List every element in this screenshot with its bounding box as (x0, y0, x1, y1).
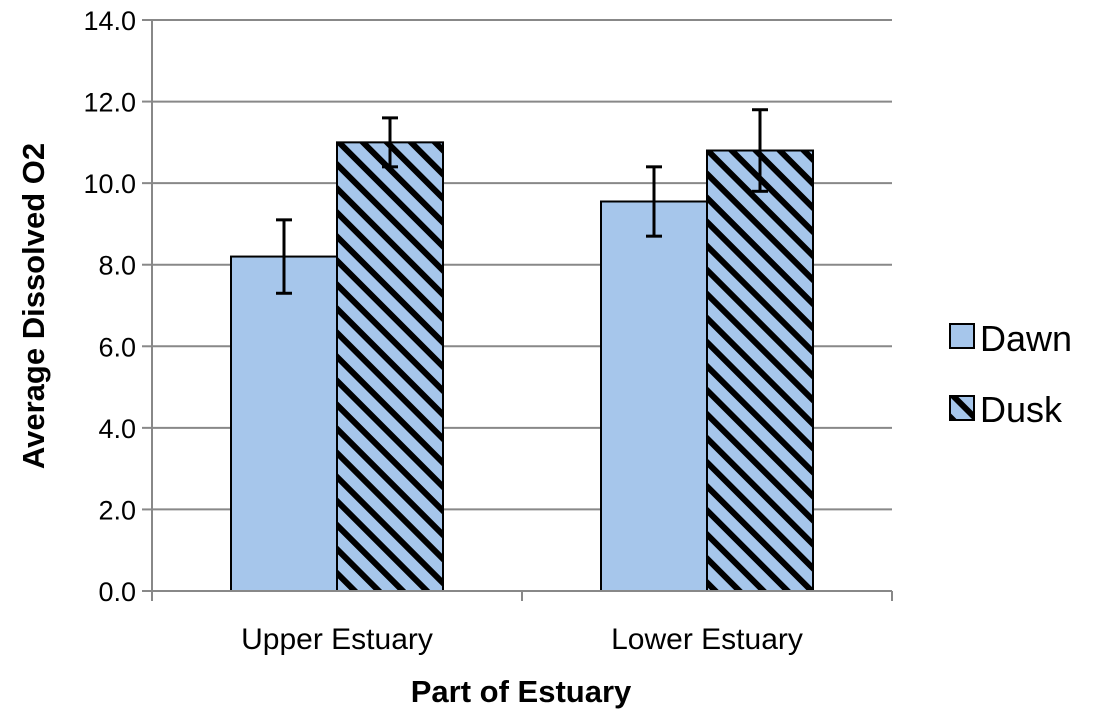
legend-swatch-dusk (949, 395, 975, 421)
axes: 0.0 2.0 4.0 6.0 8.0 10.0 12.0 14.0 Upper Estuary… (83, 6, 893, 656)
y-axis-title: Average Dissolved O2 (16, 143, 51, 469)
legend-label-dusk: Dusk (980, 389, 1063, 430)
legend-label-dawn: Dawn (980, 318, 1072, 359)
y-tick-label: 8.0 (98, 251, 136, 281)
bar-dusk-2 (706, 149, 814, 592)
y-tick-label: 0.0 (98, 577, 136, 607)
bars (230, 141, 814, 592)
x-axis-title: Part of Estuary (411, 674, 632, 709)
bar-dawn-1 (230, 255, 338, 592)
legend: Dawn Dusk (949, 318, 1072, 430)
bar-dawn-2 (600, 200, 708, 592)
y-tick-label: 14.0 (83, 6, 136, 36)
y-tick-label: 4.0 (98, 414, 136, 444)
error-bars (276, 108, 768, 295)
legend-swatch-dawn (949, 323, 975, 349)
x-tick-label: Lower Estuary (611, 623, 803, 656)
y-tick-label: 12.0 (83, 88, 136, 118)
bar-dusk-1 (336, 141, 444, 592)
x-tick-label: Upper Estuary (241, 623, 433, 656)
y-tick-label: 6.0 (98, 332, 136, 362)
y-tick-label: 2.0 (98, 495, 136, 525)
y-tick-label: 10.0 (83, 169, 136, 199)
